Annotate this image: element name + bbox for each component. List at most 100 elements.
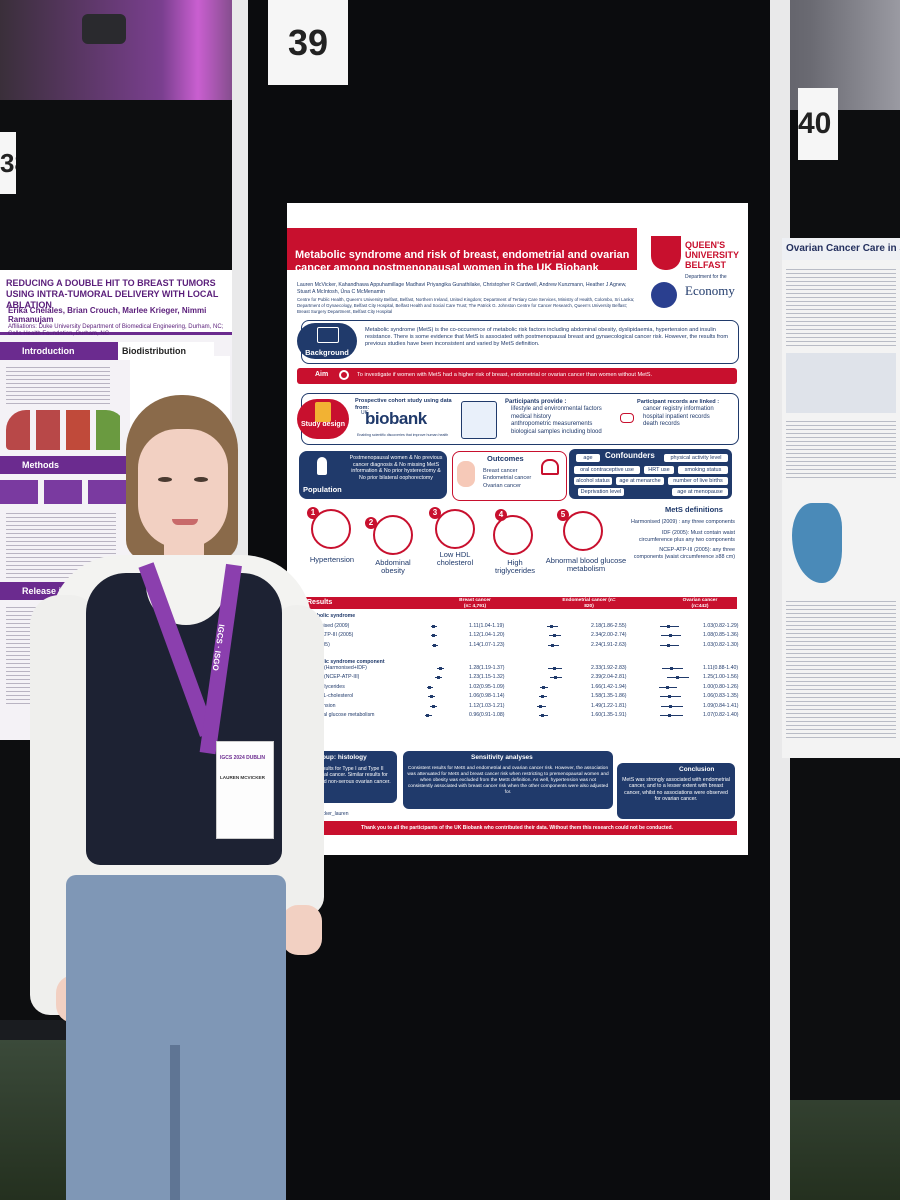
hr-value: 1.03(0.82-1.30)	[703, 641, 739, 648]
left-poster-intro-bar: Introduction	[0, 342, 122, 360]
hr-point	[668, 714, 672, 717]
hr-value: 1.12(1.03-1.21)	[469, 702, 505, 709]
left-poster-figure	[6, 410, 126, 450]
mets-definition: NCEP-ATP-III (2005): any three component…	[633, 547, 735, 561]
eye-left	[158, 477, 172, 482]
department-label: Department for the	[685, 274, 727, 280]
aim-text: To investigate if women with MetS had a …	[357, 372, 653, 378]
hr-point	[550, 624, 554, 628]
thanks-bar	[297, 821, 737, 835]
left-poster-authors: Erika Chelales, Brian Crouch, Marlee Kri…	[8, 306, 232, 338]
conclusion-text: MetS was strongly associated with endome…	[622, 777, 730, 803]
hr-value: 1.66(1.42-1.94)	[591, 683, 627, 690]
hr-point	[551, 643, 555, 647]
hr-value: 1.23(1.15-1.32)	[469, 674, 505, 680]
left-poster-intro-text	[6, 364, 110, 404]
component-label: Abnormal blood glucose metabolism	[545, 556, 627, 573]
hr-point	[542, 685, 546, 689]
hr-point	[552, 666, 556, 670]
board-number-card: 39	[268, 0, 348, 85]
mouth	[172, 519, 198, 525]
conclusion-box	[617, 763, 735, 819]
aim-label: Aim	[315, 371, 329, 378]
results-row-label: Abnormal glucose metabolism	[305, 712, 375, 718]
person-icon	[317, 457, 327, 475]
confounder-tag: physical activity level	[663, 453, 729, 463]
right-poster-map	[792, 503, 842, 583]
hr-value: 0.96(0.91-1.08)	[469, 712, 505, 718]
department-name: Economy	[685, 283, 735, 298]
hr-value: 1.08(0.85-1.36)	[703, 632, 739, 638]
main-poster: Metabolic syndrome and risk of breast, e…	[287, 203, 748, 855]
confounders-label: Confounders	[605, 451, 655, 460]
outcomes-list: Breast cancer Endometrial cancer Ovarian…	[483, 468, 543, 490]
clipboard-icon	[315, 402, 331, 422]
participants-provide-item: anthropometric measurements	[511, 421, 593, 428]
background-label-text: Background	[305, 348, 349, 357]
hr-point	[425, 714, 429, 717]
hr-value: 1.11(1.04-1.19)	[469, 622, 505, 629]
hr-value: 1.58(1.35-1.86)	[591, 693, 627, 699]
conclusion-title: Conclusion	[679, 766, 715, 773]
right-poster-text-mid	[786, 418, 896, 478]
affiliation-list: Centre for Public Health, Queen's Univer…	[297, 297, 635, 314]
hr-point	[666, 624, 670, 628]
background-text: Metabolic syndrome (MetS) is the co-occu…	[365, 327, 729, 347]
confounder-tag: age	[575, 453, 601, 463]
outcome-item: Endometrial cancer	[483, 475, 532, 482]
records-item: cancer registry information	[643, 406, 714, 413]
sensitivity-title: Sensitivity analyses	[471, 754, 533, 761]
results-header-bar	[297, 597, 737, 609]
records-title: Participant records are linked :	[637, 399, 720, 405]
hr-point	[665, 685, 669, 689]
left-poster-affiliations: Affiliations: Duke University Department…	[8, 324, 224, 337]
component-label: Low HDL cholesterol	[436, 550, 474, 567]
hr-point	[668, 634, 672, 637]
hr-value: 2.39(2.04-2.81)	[591, 674, 627, 680]
link-icon	[620, 413, 634, 423]
results-col-endometrial: Endometrial cancer (n= 820)	[562, 598, 616, 609]
results-col-ovarian: Ovarian cancer (n=442)	[682, 598, 718, 609]
right-board-number: 40	[798, 88, 838, 160]
hr-value: 1.02(0.95-1.09)	[469, 683, 505, 690]
university-name: QUEEN'S UNIVERSITY BELFAST	[685, 240, 739, 270]
hr-point	[552, 634, 556, 637]
hr-value: 1.00(0.80-1.26)	[703, 683, 739, 690]
hr-value: 1.07(0.82-1.40)	[703, 712, 739, 718]
right-poster-figure	[786, 353, 896, 413]
data-chart-icon	[461, 401, 497, 439]
participants-provide-item: biological samples including blood	[511, 428, 602, 435]
background-label: Background	[297, 323, 357, 359]
component-label: High triglycerides	[494, 558, 535, 575]
hr-point	[428, 685, 432, 689]
mets-definitions-title: MetS definitions	[665, 505, 723, 514]
face	[138, 429, 228, 549]
left-poster-bio-bar: Biodistribution	[118, 342, 214, 360]
hr-point	[429, 695, 433, 698]
subgroup-text: Similar results for Type I and Type II e…	[301, 766, 391, 785]
confounder-tag: age at menopause	[671, 487, 729, 497]
confounder-tag: oral contraceptive use	[573, 465, 641, 475]
hr-point	[669, 666, 673, 670]
hr-value: 2.18(1.86-2.55)	[591, 622, 627, 629]
hr-value: 1.06(0.83-1.35)	[703, 693, 739, 699]
records-item: hospital inpatient records	[643, 413, 710, 420]
study-design-text: Prospective cohort study using data from…	[355, 398, 452, 412]
thanks-text: Thank you to all the participants of the…	[361, 825, 673, 831]
mets-definition: Harmonised (2009) : any three components	[631, 519, 735, 525]
ceiling-projector	[82, 14, 126, 44]
left-poster-methods-bar: Methods	[0, 456, 132, 474]
results-row-label: High triglycerides	[305, 683, 345, 690]
breast-icon	[457, 461, 475, 487]
economy-logo-icon	[651, 282, 677, 308]
component-label: Hypertension	[309, 555, 355, 564]
hr-point	[553, 676, 557, 679]
forest-plot: Metabolic syndrome Harmonised (2009) 1.11(…	[301, 613, 739, 763]
component-number: 3	[429, 507, 441, 519]
biobank-tagline: Enabling scientific discoveries that imp…	[357, 433, 449, 437]
results-col-breast: Breast cancer (n= 4,791)	[459, 598, 491, 609]
right-poster-text-bottom	[786, 598, 896, 738]
confounder-tag: number of live births	[667, 476, 729, 486]
author-list: Lauren McVicker, Kahandhawa Appuhamillag…	[297, 282, 627, 295]
hr-value: 1.49(1.22-1.81)	[591, 702, 627, 709]
